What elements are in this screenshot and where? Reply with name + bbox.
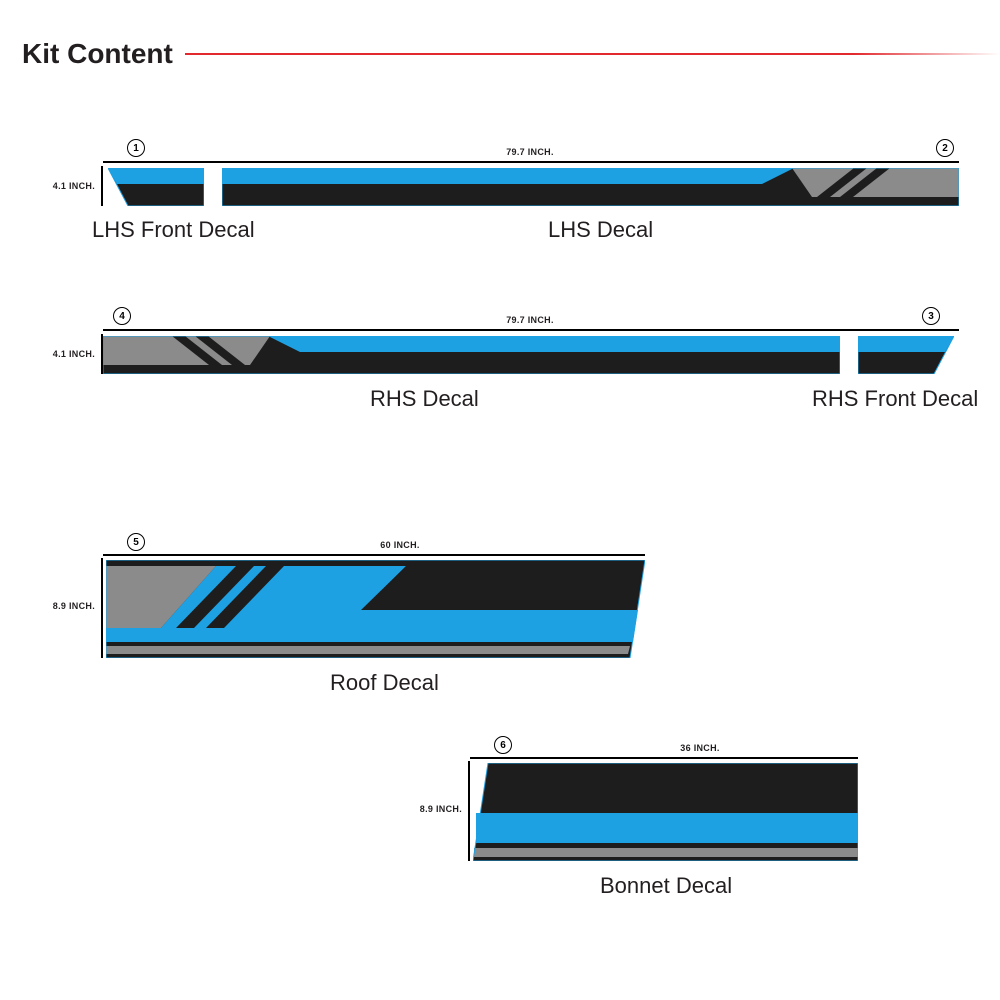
rule-bonnet-top bbox=[470, 757, 858, 759]
label-bonnet: Bonnet Decal bbox=[600, 873, 732, 899]
decal-roof bbox=[106, 560, 645, 658]
dim-row1-width: 79.7 INCH. bbox=[400, 147, 660, 157]
marker-6: 6 bbox=[494, 736, 512, 754]
dim-row2-height: 4.1 INCH. bbox=[45, 349, 95, 359]
dim-bonnet-width: 36 INCH. bbox=[620, 743, 780, 753]
label-roof: Roof Decal bbox=[330, 670, 439, 696]
dim-roof-height: 8.9 INCH. bbox=[45, 601, 95, 611]
dim-row2-width: 79.7 INCH. bbox=[400, 315, 660, 325]
rule-roof-top bbox=[103, 554, 645, 556]
decal-rhs-front bbox=[858, 336, 954, 374]
rule-row2-top bbox=[103, 329, 959, 331]
dim-row1-height: 4.1 INCH. bbox=[45, 181, 95, 191]
marker-4: 4 bbox=[113, 307, 131, 325]
rule-roof-left bbox=[101, 558, 103, 658]
marker-1: 1 bbox=[127, 139, 145, 157]
dim-roof-width: 60 INCH. bbox=[300, 540, 500, 550]
title-row: Kit Content bbox=[22, 38, 1000, 70]
rule-row1-top bbox=[103, 161, 959, 163]
title-redline bbox=[185, 53, 1000, 55]
label-lhs: LHS Decal bbox=[548, 217, 653, 243]
label-lhs-front: LHS Front Decal bbox=[92, 217, 255, 243]
decal-lhs-front bbox=[108, 168, 204, 206]
decal-lhs bbox=[222, 168, 959, 206]
label-rhs: RHS Decal bbox=[370, 386, 479, 412]
rule-row1-left bbox=[101, 166, 103, 206]
marker-5: 5 bbox=[127, 533, 145, 551]
label-rhs-front: RHS Front Decal bbox=[812, 386, 978, 412]
decal-bonnet bbox=[473, 763, 858, 861]
marker-2: 2 bbox=[936, 139, 954, 157]
dim-bonnet-height: 8.9 INCH. bbox=[412, 804, 462, 814]
page-title: Kit Content bbox=[22, 38, 173, 70]
marker-3: 3 bbox=[922, 307, 940, 325]
decal-rhs bbox=[103, 336, 840, 374]
rule-bonnet-left bbox=[468, 761, 470, 861]
